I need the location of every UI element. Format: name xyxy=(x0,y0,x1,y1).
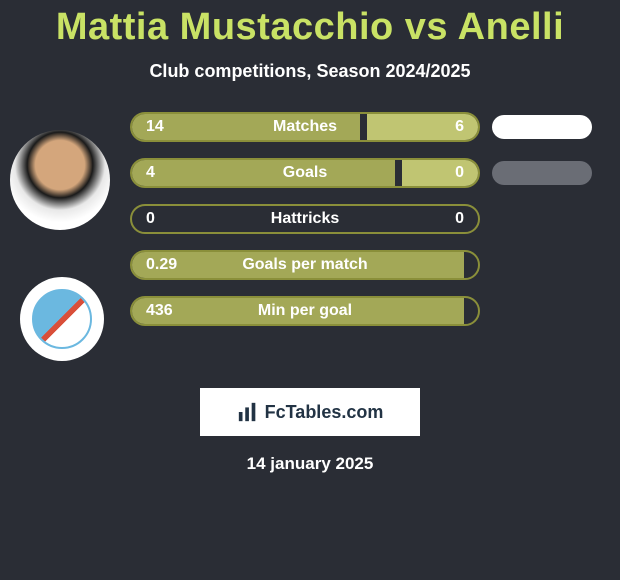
stat-rows: 14 Matches 6 4 Goals 0 0 H xyxy=(130,112,610,342)
brand-text: FcTables.com xyxy=(265,402,384,423)
stat-bar: 14 Matches 6 xyxy=(130,112,480,142)
result-pill xyxy=(492,115,592,139)
footer-date: 14 january 2025 xyxy=(0,454,620,474)
stat-left-value: 0.29 xyxy=(146,256,177,274)
stat-label: Matches xyxy=(273,118,337,136)
stat-right-value: 0 xyxy=(455,164,464,182)
stat-right-value: 6 xyxy=(455,118,464,136)
subtitle: Club competitions, Season 2024/2025 xyxy=(0,61,620,82)
stat-row-mpg: 436 Min per goal xyxy=(130,296,610,326)
stat-bar: 0.29 Goals per match xyxy=(130,250,480,280)
stat-bar-left xyxy=(132,160,395,186)
stat-left-value: 0 xyxy=(146,210,155,228)
stat-row-gpm: 0.29 Goals per match xyxy=(130,250,610,280)
club-avatar xyxy=(20,277,104,361)
result-pill xyxy=(492,161,592,185)
stat-label: Min per goal xyxy=(258,302,352,320)
stat-left-value: 14 xyxy=(146,118,164,136)
stat-bar-right xyxy=(402,160,478,186)
player-avatar xyxy=(10,130,110,230)
stat-right-value: 0 xyxy=(455,210,464,228)
stat-row-hattricks: 0 Hattricks 0 xyxy=(130,204,610,234)
stat-row-matches: 14 Matches 6 xyxy=(130,112,610,142)
stat-label: Hattricks xyxy=(271,210,339,228)
stat-label: Goals xyxy=(283,164,327,182)
club-badge-icon xyxy=(32,289,92,349)
brand-badge[interactable]: FcTables.com xyxy=(200,388,420,436)
stat-left-value: 4 xyxy=(146,164,155,182)
page-title: Mattia Mustacchio vs Anelli xyxy=(0,0,620,49)
stat-bar: 4 Goals 0 xyxy=(130,158,480,188)
stat-bar: 436 Min per goal xyxy=(130,296,480,326)
stat-label: Goals per match xyxy=(242,256,367,274)
comparison-area: 14 Matches 6 4 Goals 0 0 H xyxy=(0,112,620,372)
stats-icon xyxy=(237,401,259,423)
stat-bar: 0 Hattricks 0 xyxy=(130,204,480,234)
stat-left-value: 436 xyxy=(146,302,173,320)
stat-row-goals: 4 Goals 0 xyxy=(130,158,610,188)
